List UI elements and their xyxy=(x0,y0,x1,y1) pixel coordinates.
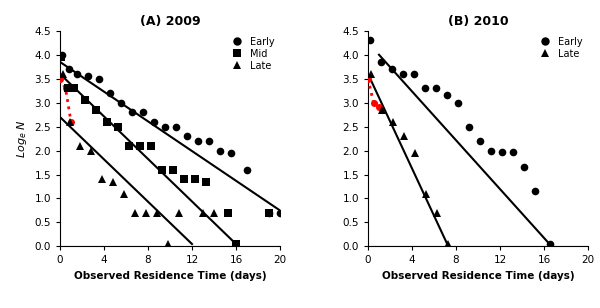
Title: (A) 2009: (A) 2009 xyxy=(140,15,200,28)
Early xyxy=(59,53,66,57)
Early xyxy=(422,87,429,90)
Early xyxy=(244,168,251,172)
Mid xyxy=(181,177,188,181)
Mid xyxy=(158,168,166,172)
Late xyxy=(445,242,452,246)
Early xyxy=(183,134,190,138)
Legend: Early, Late: Early, Late xyxy=(534,36,583,59)
Early xyxy=(65,67,73,71)
Late xyxy=(87,149,94,152)
Early xyxy=(106,91,113,95)
Late xyxy=(59,72,67,76)
Mid xyxy=(203,180,210,184)
Legend: Early, Mid, Late: Early, Mid, Late xyxy=(226,36,275,71)
Early xyxy=(389,67,396,71)
Late xyxy=(98,177,106,181)
Mid xyxy=(58,55,65,59)
Early xyxy=(433,87,440,90)
Early xyxy=(443,94,451,97)
Early xyxy=(499,150,506,154)
Early xyxy=(150,120,157,124)
Early xyxy=(521,165,528,169)
Mid xyxy=(126,144,133,148)
Title: (B) 2010: (B) 2010 xyxy=(448,15,508,28)
Early xyxy=(455,101,462,104)
Mid xyxy=(64,87,71,90)
Mid xyxy=(148,144,155,148)
Early xyxy=(265,211,272,215)
Mid xyxy=(192,177,199,181)
Early xyxy=(95,77,102,81)
Late xyxy=(379,108,386,112)
Late xyxy=(109,180,116,184)
Late xyxy=(199,211,206,215)
Late xyxy=(390,120,397,124)
Line: Early: Early xyxy=(367,37,553,248)
Early xyxy=(509,150,517,154)
Early xyxy=(277,211,284,215)
Early xyxy=(194,139,201,143)
Late xyxy=(401,134,408,138)
Early xyxy=(216,149,223,152)
Mid xyxy=(137,144,144,148)
Late xyxy=(131,211,139,215)
Late xyxy=(164,242,172,246)
Late xyxy=(434,211,441,215)
Early xyxy=(227,151,234,155)
Mid xyxy=(115,125,122,128)
Early xyxy=(466,125,473,128)
Line: Late: Late xyxy=(367,70,452,248)
Early xyxy=(205,139,212,143)
Mid xyxy=(232,242,239,246)
Early xyxy=(139,110,146,114)
Late xyxy=(175,211,182,215)
Line: Late: Late xyxy=(59,70,218,248)
Mid xyxy=(71,87,78,90)
Late xyxy=(423,192,430,196)
X-axis label: Observed Residence Time (days): Observed Residence Time (days) xyxy=(382,271,574,281)
Early xyxy=(172,125,179,128)
Early xyxy=(367,38,374,42)
Early xyxy=(73,72,80,76)
Early xyxy=(84,75,91,78)
Early xyxy=(400,72,407,76)
Early xyxy=(410,72,418,76)
X-axis label: Observed Residence Time (days): Observed Residence Time (days) xyxy=(74,271,266,281)
Mid xyxy=(104,120,111,124)
Mid xyxy=(225,211,232,215)
Late xyxy=(368,72,375,76)
Mid xyxy=(265,211,272,215)
Late xyxy=(211,211,218,215)
Line: Early: Early xyxy=(58,51,284,217)
Late xyxy=(120,192,127,196)
Late xyxy=(67,120,74,124)
Mid xyxy=(82,99,89,102)
Early xyxy=(532,189,539,193)
Y-axis label: Log$_e$ N: Log$_e$ N xyxy=(15,119,29,158)
Early xyxy=(476,139,484,143)
Early xyxy=(488,149,495,152)
Early xyxy=(546,242,553,246)
Early xyxy=(161,125,168,128)
Late xyxy=(76,144,83,148)
Early xyxy=(117,101,124,104)
Mid xyxy=(170,168,177,172)
Line: Mid: Mid xyxy=(57,53,273,248)
Late xyxy=(412,151,419,155)
Mid xyxy=(92,108,100,112)
Early xyxy=(128,110,135,114)
Late xyxy=(153,211,160,215)
Early xyxy=(377,60,385,64)
Late xyxy=(142,211,149,215)
